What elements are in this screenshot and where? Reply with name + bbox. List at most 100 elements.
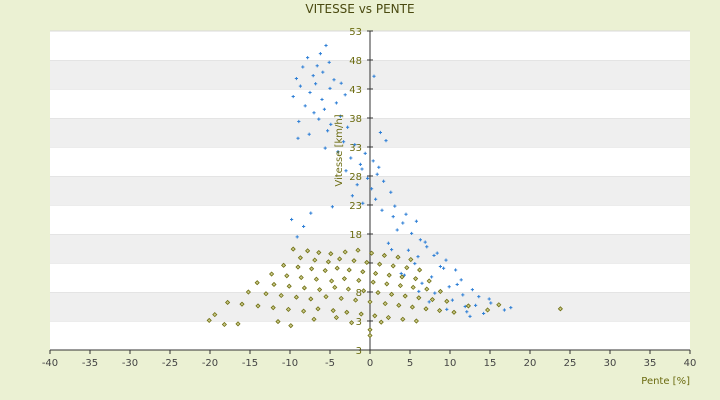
data-point-series-2 (298, 274, 304, 281)
data-point-series-2 (361, 288, 367, 294)
data-point-series-2 (295, 264, 301, 270)
data-point-series-2 (206, 317, 212, 323)
data-point-series-1 (317, 117, 321, 121)
data-point-series-2 (485, 307, 491, 313)
data-point-series-2 (235, 321, 241, 327)
y-tick-label: 48 (349, 56, 362, 67)
data-point-series-1 (312, 111, 316, 115)
data-point-series-1 (389, 190, 393, 194)
data-point-series-2 (297, 255, 303, 261)
data-point-series-2 (396, 302, 402, 308)
data-point-series-1 (482, 311, 486, 316)
data-point-series-1 (423, 240, 427, 244)
data-point-series-2 (245, 289, 251, 295)
y-tick-label: 28 (349, 172, 362, 183)
data-point-series-2 (353, 297, 359, 303)
data-point-series-1 (322, 107, 326, 111)
data-point-series-2 (328, 251, 334, 257)
data-point-series-2 (254, 280, 260, 286)
data-point-series-2 (330, 307, 336, 314)
data-point-series-2 (424, 286, 430, 292)
data-point-series-1 (301, 65, 305, 69)
x-tick-label: -40 (42, 358, 58, 369)
y-tick-label: 8 (356, 288, 362, 299)
data-point-series-1 (502, 308, 506, 312)
data-point-series-1 (430, 275, 434, 279)
data-point-series-2 (367, 299, 373, 305)
data-point-series-1 (465, 310, 469, 314)
data-point-series-1 (358, 162, 362, 166)
data-point-series-1 (309, 211, 313, 215)
data-point-series-2 (385, 314, 391, 321)
data-point-series-1 (349, 156, 353, 160)
data-point-series-1 (474, 303, 478, 307)
data-point-series-1 (384, 139, 388, 143)
x-tick-label: 35 (644, 358, 657, 369)
data-point-series-2 (270, 305, 276, 311)
data-point-series-1 (328, 86, 332, 91)
x-tick-label: -25 (162, 358, 178, 369)
data-point-series-1 (355, 183, 359, 187)
data-point-series-2 (301, 285, 307, 291)
y-tick-label: 33 (349, 143, 362, 154)
data-point-series-2 (437, 307, 443, 314)
data-point-series-1 (375, 172, 379, 176)
data-point-series-1 (432, 253, 436, 258)
data-point-series-1 (323, 146, 327, 150)
chart-title: VITESSE vs PENTE (305, 2, 415, 16)
data-point-series-1 (360, 167, 364, 171)
data-point-series-2 (437, 288, 443, 294)
data-point-series-1 (386, 241, 390, 245)
data-point-series-2 (417, 267, 423, 273)
data-point-series-2 (329, 278, 335, 284)
data-point-series-1 (330, 205, 334, 209)
data-point-series-1 (418, 238, 422, 242)
data-point-series-1 (487, 297, 491, 301)
data-point-series-1 (380, 208, 384, 212)
data-point-series-1 (308, 90, 312, 95)
x-tick-label: 20 (524, 358, 537, 369)
data-point-series-2 (381, 252, 387, 259)
data-point-series-1 (425, 245, 429, 249)
data-point-series-2 (373, 270, 379, 277)
data-point-series-2 (212, 312, 218, 318)
data-point-series-1 (416, 255, 420, 259)
data-point-series-1 (306, 56, 310, 60)
data-point-series-2 (271, 281, 277, 288)
x-tick-label: -35 (82, 358, 98, 369)
data-point-series-1 (401, 221, 405, 225)
data-point-series-2 (293, 294, 299, 300)
data-point-series-1 (353, 143, 357, 147)
data-point-series-1 (377, 165, 381, 169)
data-point-series-2 (364, 259, 370, 265)
data-point-series-1 (314, 82, 318, 86)
data-point-series-1 (324, 43, 328, 48)
data-point-series-2 (263, 291, 269, 297)
data-point-series-2 (426, 278, 432, 284)
data-point-series-2 (351, 258, 357, 264)
data-point-series-1 (382, 179, 386, 183)
data-point-series-2 (313, 276, 319, 282)
data-point-series-1 (433, 291, 437, 295)
data-point-series-1 (442, 266, 446, 270)
data-point-series-1 (477, 295, 481, 299)
data-point-series-2 (395, 254, 401, 260)
y-tick-label: 3 (356, 346, 362, 357)
data-point-series-2 (375, 290, 381, 296)
data-point-series-1 (350, 194, 354, 198)
data-point-series-1 (444, 258, 448, 262)
data-point-series-1 (338, 114, 342, 118)
data-point-series-2 (312, 257, 318, 263)
y-tick-label: 18 (349, 230, 362, 241)
data-point-series-2 (367, 332, 373, 339)
data-point-series-1 (318, 52, 322, 56)
data-point-series-2 (402, 293, 408, 299)
data-point-series-1 (298, 84, 302, 88)
data-point-series-2 (284, 273, 290, 279)
data-point-series-2 (413, 276, 419, 282)
x-tick-label: -30 (122, 358, 138, 369)
data-point-series-2 (367, 327, 373, 333)
data-point-series-1 (445, 307, 449, 311)
x-tick-label: -20 (202, 358, 218, 369)
data-point-series-1 (302, 224, 306, 229)
